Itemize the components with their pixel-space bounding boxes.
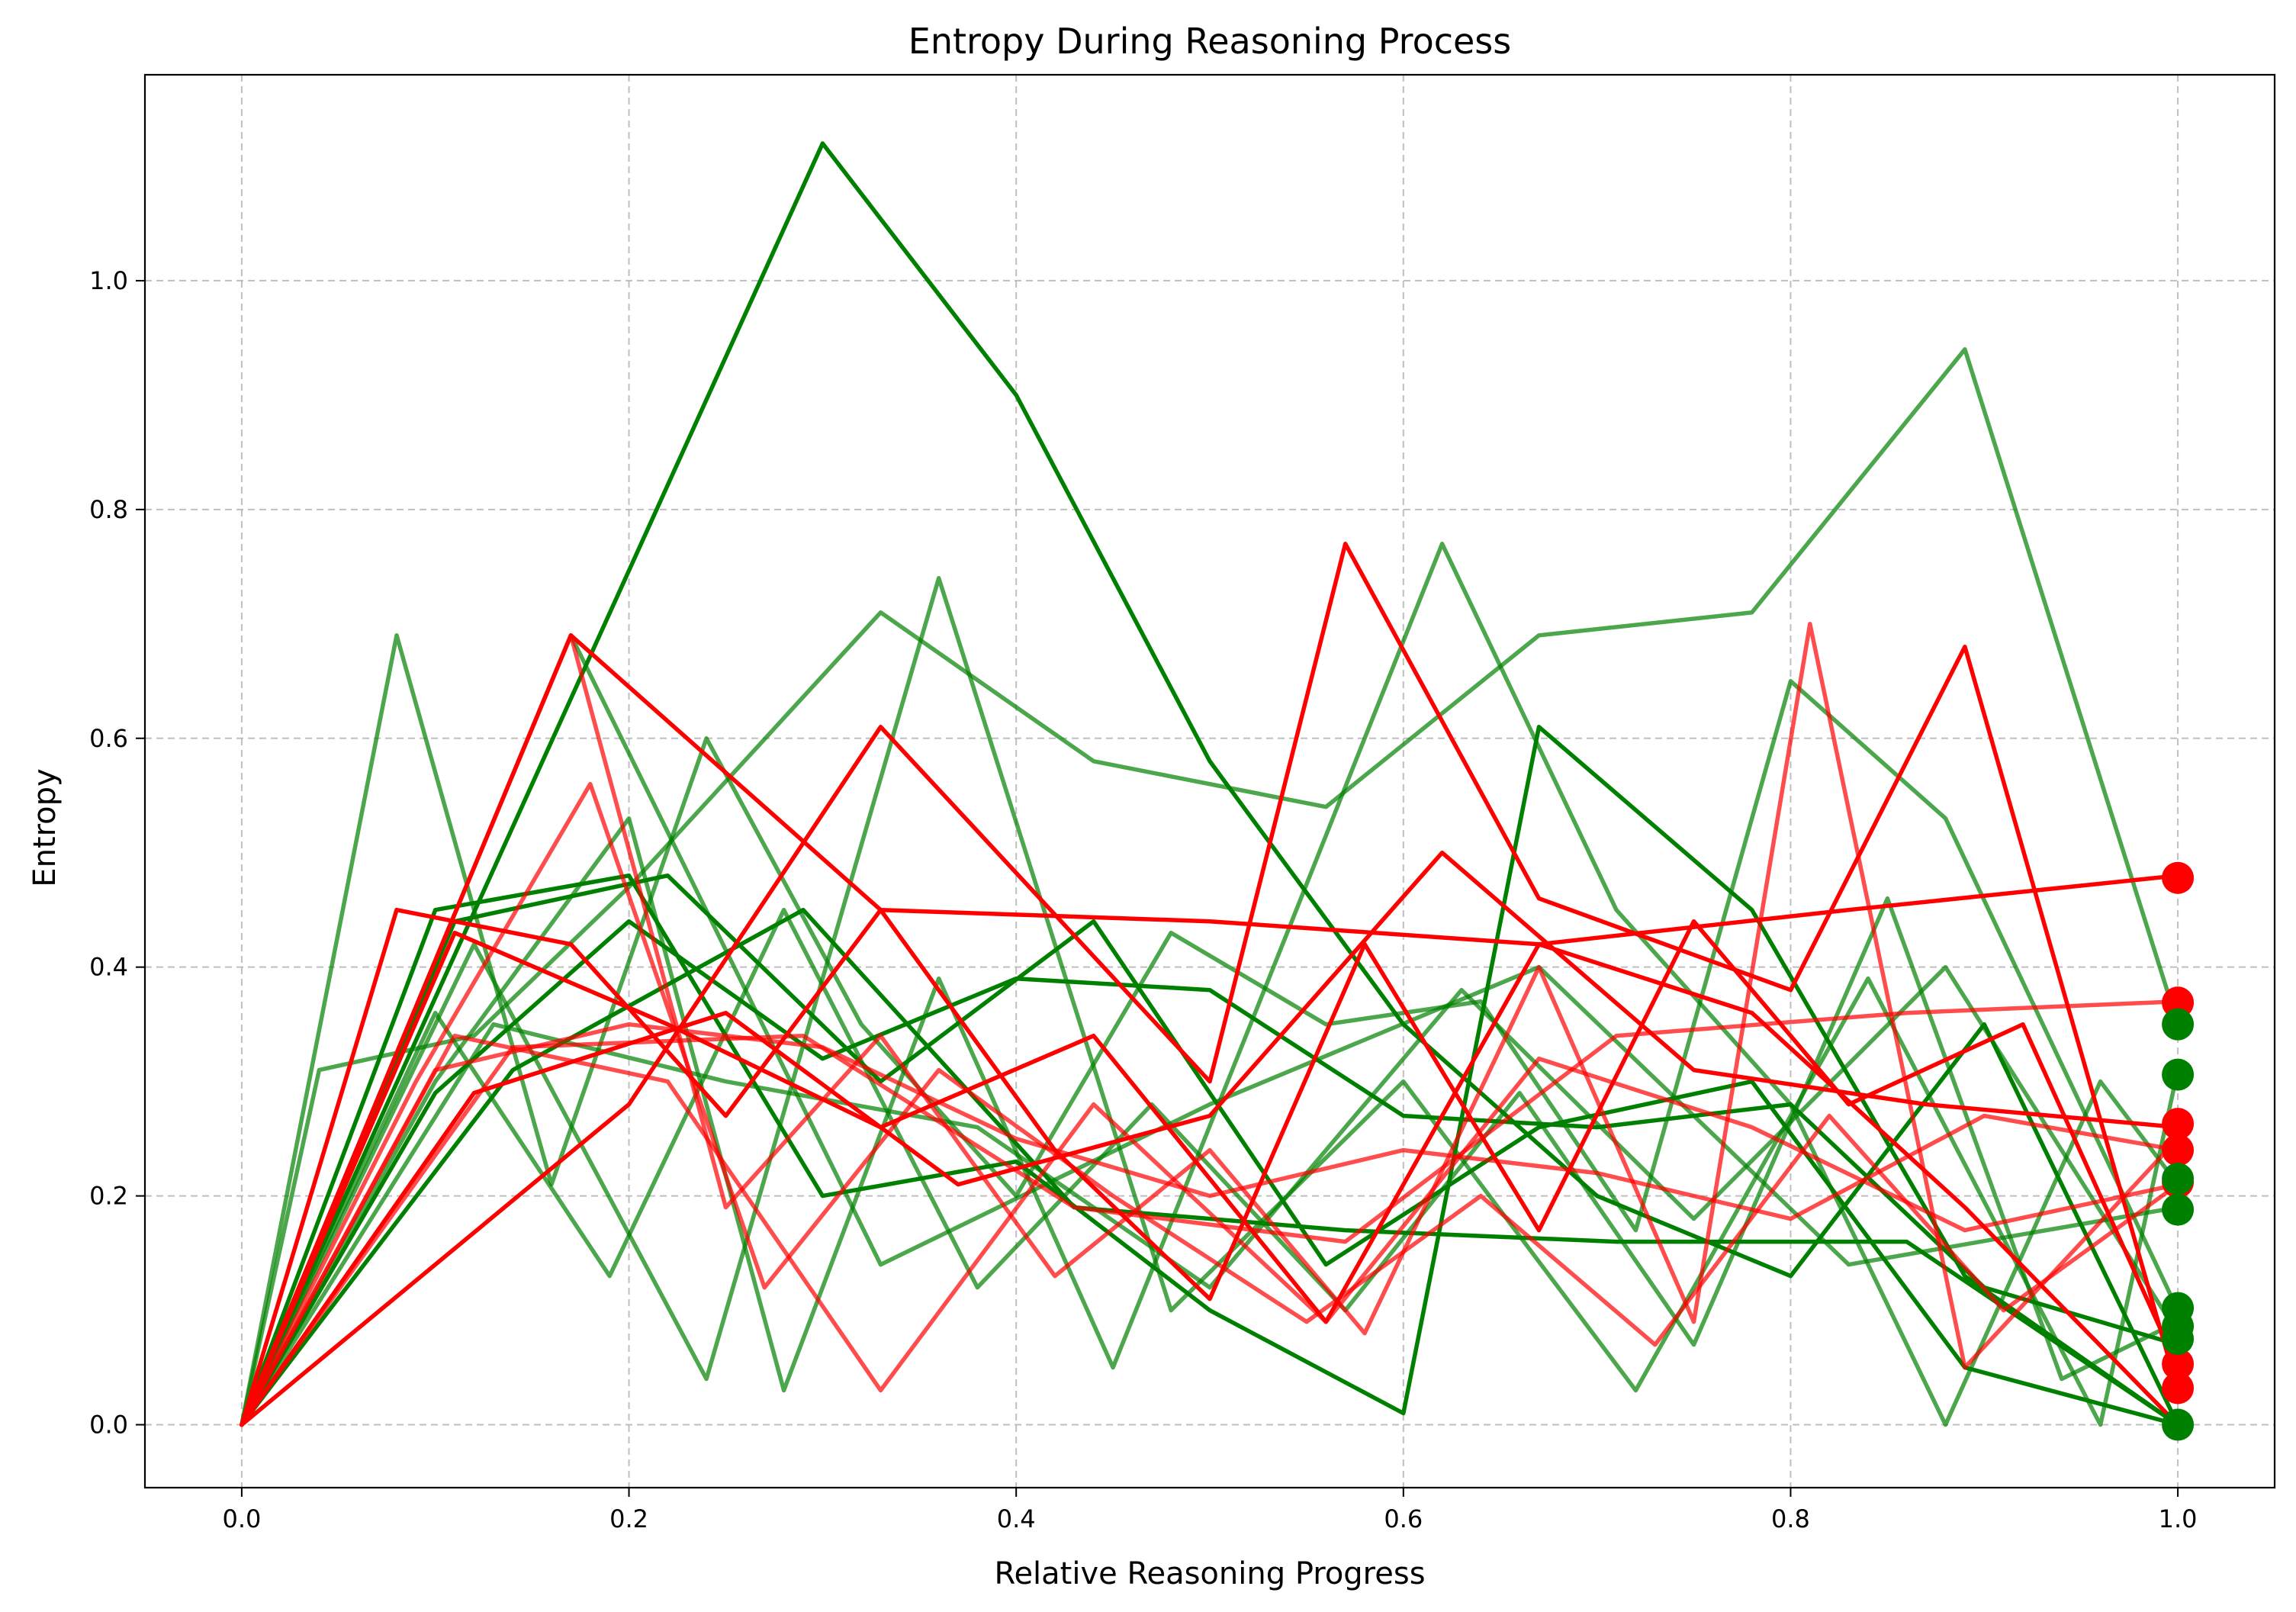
correct-endpoint-marker	[2162, 1058, 2195, 1091]
y-tick-label: 0.2	[89, 1182, 128, 1211]
x-tick-label: 0.4	[997, 1504, 1036, 1533]
x-tick-label: 0.6	[1384, 1504, 1423, 1533]
x-tick-label: 1.0	[2159, 1504, 2198, 1533]
y-tick-label: 0.8	[89, 495, 128, 524]
incorrect-series-line	[240, 850, 2180, 1427]
incorrect-endpoint-marker	[2162, 1348, 2195, 1381]
correct-endpoint-marker	[2162, 1008, 2195, 1041]
incorrect-series-line	[240, 999, 2180, 1427]
incorrect-series-line	[240, 622, 2180, 1427]
incorrect-endpoint-marker	[2162, 1134, 2195, 1166]
grid	[145, 75, 2275, 1488]
y-tick-label: 1.0	[89, 266, 128, 295]
incorrect-series-line	[240, 542, 2180, 1427]
incorrect-series-line	[240, 1022, 2180, 1427]
plot-frame	[143, 73, 2276, 1489]
chart-title: Entropy During Reasoning Process	[908, 21, 1512, 62]
correct-series-line	[240, 725, 2180, 1427]
y-tick-label: 0.0	[89, 1411, 128, 1440]
axis-ticks: 0.0 0.2 0.4 0.6 0.8 1.0 0.0 0.2 0.4 0.6 0.8 1.0	[89, 266, 2197, 1533]
correct-endpoint-marker	[2162, 1193, 2195, 1226]
incorrect-endpoint-marker	[2162, 1372, 2195, 1404]
correct-series-line	[240, 542, 2180, 1427]
incorrect-series-line	[240, 781, 2180, 1427]
y-axis-label: Entropy	[27, 768, 63, 886]
y-tick-label: 0.4	[89, 953, 128, 982]
correct-series-line	[240, 633, 2180, 1427]
x-tick-label: 0.0	[222, 1504, 261, 1533]
y-tick-label: 0.6	[89, 724, 128, 753]
incorrect-series-line	[240, 907, 2180, 1427]
correct-endpoint-marker	[2162, 1163, 2195, 1195]
endpoint-markers	[2162, 861, 2195, 1441]
series-lines	[240, 141, 2180, 1427]
x-tick-label: 0.2	[609, 1504, 648, 1533]
incorrect-series-line	[240, 1033, 2180, 1427]
correct-endpoint-marker	[2162, 1323, 2195, 1356]
correct-endpoint-marker	[2162, 1408, 2195, 1441]
incorrect-series-line	[240, 930, 2180, 1427]
x-axis-label: Relative Reasoning Progress	[994, 1556, 1425, 1591]
correct-series-line	[240, 873, 2180, 1427]
incorrect-endpoint-marker	[2162, 861, 2195, 894]
incorrect-endpoint-marker	[2162, 1108, 2195, 1141]
x-tick-label: 0.8	[1771, 1504, 1810, 1533]
